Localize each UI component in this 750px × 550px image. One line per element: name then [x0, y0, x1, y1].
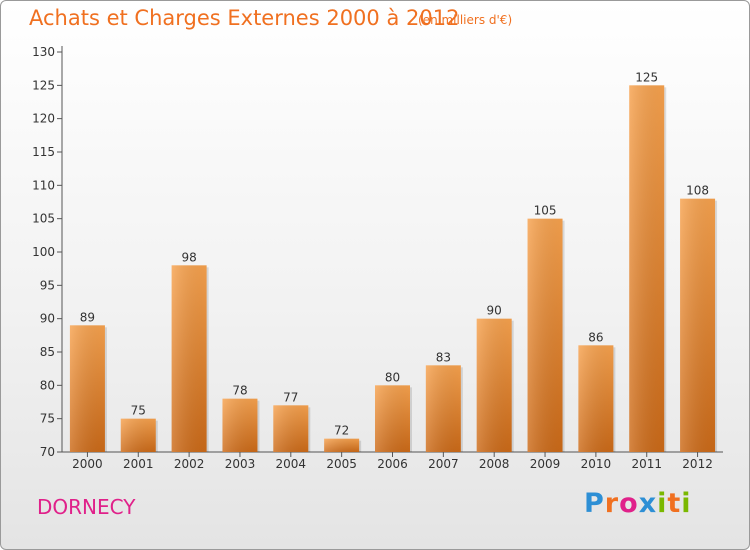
y-tick-label: 90 [40, 312, 55, 326]
data-label: 78 [232, 384, 247, 398]
chart-bars [69, 85, 718, 452]
y-tick-label: 75 [40, 412, 55, 426]
data-label: 86 [588, 330, 603, 344]
bar-highlight [425, 365, 461, 452]
x-tick-label: 2002 [174, 457, 205, 471]
logo-letter: o [619, 488, 639, 519]
y-tick-label: 130 [32, 45, 55, 59]
x-tick-label: 2010 [581, 457, 612, 471]
y-tick-label: 120 [32, 112, 55, 126]
logo-letter: x [638, 488, 658, 519]
data-label: 83 [436, 350, 451, 364]
commune-name: DORNECY [37, 495, 136, 519]
data-label: 75 [131, 404, 146, 418]
chart-subtitle: (en milliers d'€) [418, 13, 513, 27]
y-tick-label: 70 [40, 445, 55, 459]
x-tick-label: 2003 [225, 457, 256, 471]
x-tick-label: 2000 [72, 457, 103, 471]
y-tick-label: 115 [32, 145, 55, 159]
x-tick-label: 2011 [631, 457, 662, 471]
bar-highlight [171, 265, 207, 452]
data-label: 90 [487, 304, 502, 318]
bar-highlight [120, 418, 156, 452]
bar-highlight [680, 198, 716, 452]
y-tick-label: 100 [32, 245, 55, 259]
data-label: 89 [80, 310, 95, 324]
logo-letter: i [657, 488, 668, 519]
y-tick-label: 110 [32, 178, 55, 192]
bar-highlight [324, 438, 360, 452]
x-tick-label: 2009 [530, 457, 561, 471]
x-tick-label: 2001 [123, 457, 154, 471]
data-label: 77 [283, 390, 298, 404]
chart-title: Achats et Charges Externes 2000 à 2012 [29, 6, 460, 30]
data-label: 125 [635, 70, 658, 84]
x-tick-label: 2008 [479, 457, 510, 471]
x-tick-label: 2004 [276, 457, 307, 471]
bar-highlight [222, 398, 258, 452]
bar-highlight [273, 405, 309, 452]
bar-highlight [476, 318, 512, 452]
bar-highlight [375, 385, 410, 452]
bar-highlight [629, 85, 665, 452]
y-tick-label: 80 [40, 378, 55, 392]
data-label: 98 [181, 250, 196, 264]
chart-labels: 89 75 98 78 77 72 80 83 90 105 86 125 108 [80, 70, 709, 437]
x-tick-label: 2006 [377, 457, 408, 471]
logo-letter: P [584, 488, 605, 519]
data-label: 80 [385, 370, 400, 384]
data-label: 105 [534, 204, 557, 218]
proxiti-logo: Proxiti [584, 488, 692, 519]
y-tick-label: 95 [40, 278, 55, 292]
bar-highlight [527, 218, 563, 452]
x-tick-label: 2005 [326, 457, 357, 471]
y-tick-label: 125 [32, 78, 55, 92]
y-tick-label: 85 [40, 345, 55, 359]
bar-highlight [578, 345, 614, 452]
chart-axes: 70 75 80 85 90 95 100 105 110 115 120 125 130 2000 200… [32, 45, 723, 471]
x-tick-label: 2007 [428, 457, 459, 471]
logo-letter: i [681, 488, 692, 519]
x-tick-label: 2012 [682, 457, 713, 471]
data-label: 108 [686, 184, 709, 198]
data-label: 72 [334, 424, 349, 438]
bar-highlight [69, 325, 105, 452]
logo-letter: t [667, 488, 682, 519]
logo-letter: r [604, 488, 620, 519]
y-tick-label: 105 [32, 212, 55, 226]
